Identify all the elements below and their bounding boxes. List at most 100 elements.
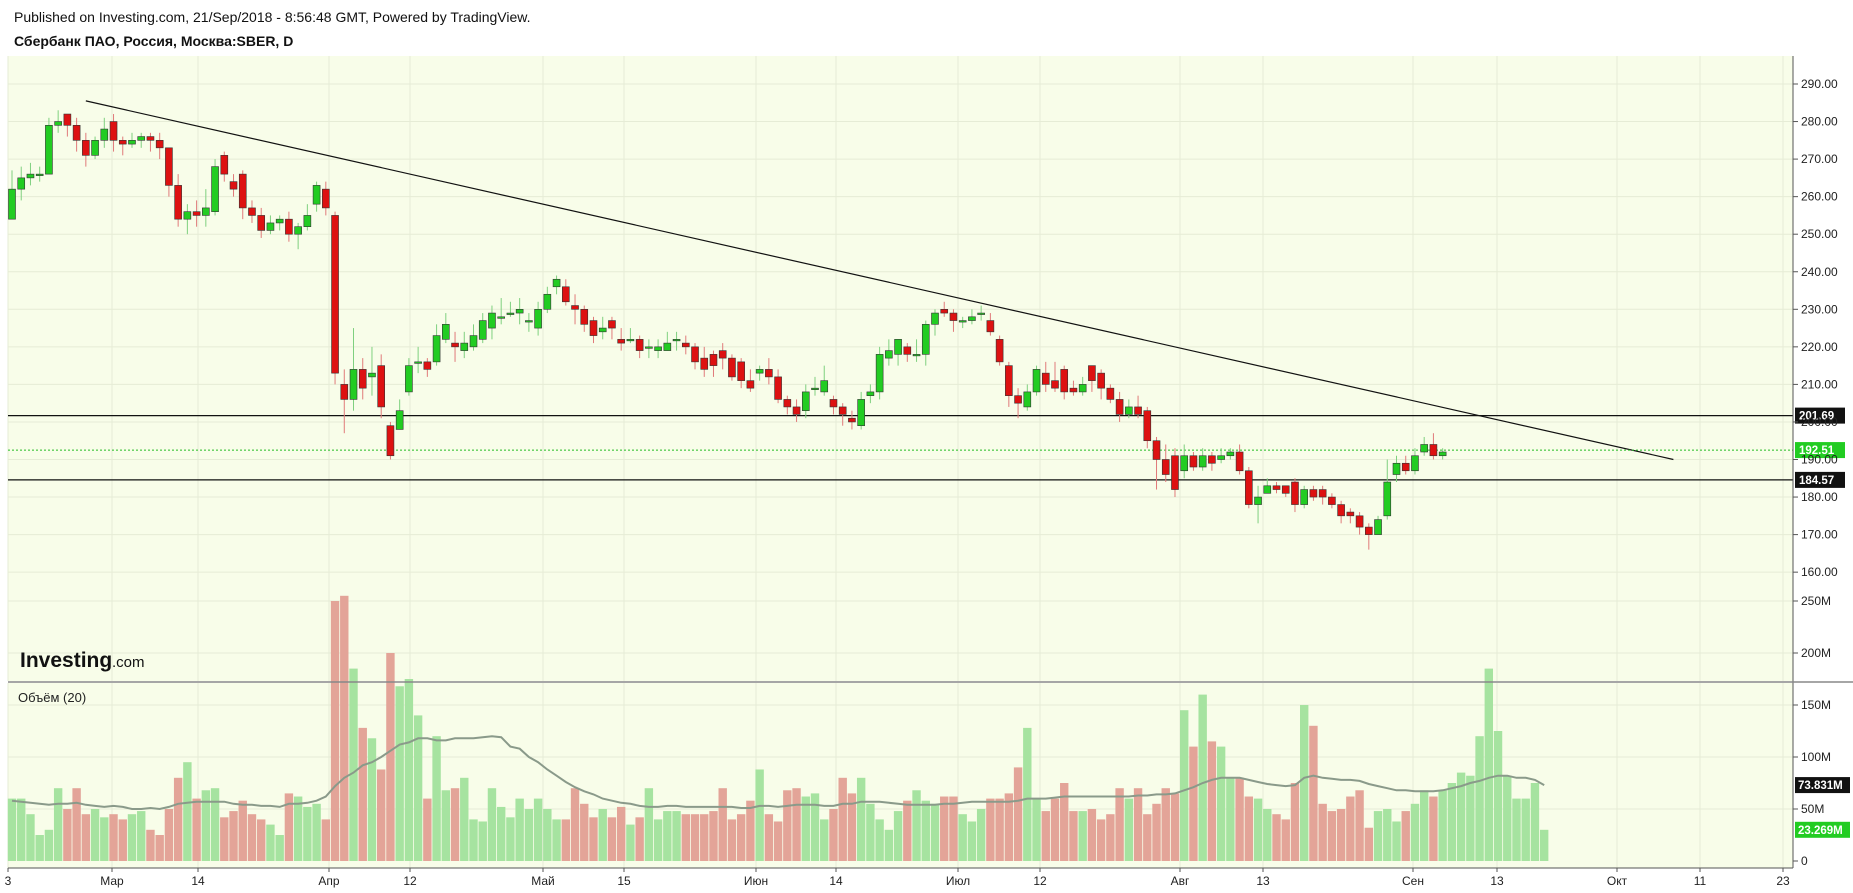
level-label: 184.57 [1799,475,1834,487]
volume-bar [1124,798,1134,861]
candle-body [17,177,26,190]
volume-indicator-title: Объём (20) [18,690,86,705]
candle-body [1069,387,1078,393]
volume-bar [1530,783,1540,861]
price-volume-chart[interactable]: 201.69 184.57 192.51 73.831M 23.269M 3 Мар 14… [0,56,1853,893]
candle-body [561,286,570,303]
volume-bar [1336,809,1346,861]
candle-body [1023,391,1032,408]
candle-body [1374,519,1382,535]
volume-bar [1493,731,1503,861]
candlestick-series [8,110,1447,550]
volume-bar [1189,746,1198,861]
x-tick-label: 11 [1694,874,1707,888]
candle-body [8,188,16,220]
candle-body [589,320,598,336]
volume-bar [340,595,349,861]
price-pane[interactable] [8,56,1793,681]
candle-body [257,215,266,231]
candle-body [220,155,229,175]
volume-bar [1253,798,1263,861]
candle-body [183,211,192,220]
volume-bar [1023,727,1032,861]
candle-body [63,113,72,126]
volume-bar [460,777,469,861]
candle-body [765,369,773,378]
volume-bar [146,829,155,861]
candle-body [386,425,395,457]
candle-body [1060,369,1069,393]
x-tick-label: Окт [1607,874,1628,888]
price-tick-label: 160.00 [1801,565,1838,579]
volume-bar [1115,788,1124,861]
candle-body [174,185,182,220]
volume-bar [469,819,478,861]
volume-bar [1539,829,1549,861]
volume-bar [1383,809,1392,861]
candle-body [202,207,210,216]
candle-body [358,369,367,389]
volume-bar [395,686,404,861]
volume-bar [413,715,423,861]
volume-bar [1355,790,1364,861]
candle-body [1041,372,1050,385]
volume-bar [1180,710,1189,861]
candle-body [478,320,487,340]
candle-body [1429,444,1438,457]
volume-bar [284,793,294,861]
candle-body [580,309,589,325]
candle-body [54,121,62,126]
volume-bar [1429,796,1438,861]
candle-body [322,188,330,209]
level-label-box [1795,471,1845,488]
volume-bar [976,809,986,861]
candle-body [100,128,109,141]
level-label: 201.69 [1799,411,1834,423]
volume-bar [72,788,81,861]
candle-body [1254,496,1262,505]
candle-body [894,339,902,355]
volume-bar [7,798,17,861]
candle-body [1318,489,1327,498]
candle-body [552,278,561,288]
symbol-title: Сбербанк ПАО, Россия, Москва:SBER, D [14,33,294,49]
volume-bar [478,821,487,861]
candle-body [792,406,801,415]
candle-body [1078,384,1087,393]
candle-body [571,305,579,310]
volume-bar [709,811,718,861]
candle-body [414,361,422,364]
volume-bar [1327,811,1337,861]
volume-bar [1512,798,1521,861]
candle-body [1032,369,1041,393]
volume-bar [986,798,995,861]
candle-body [26,173,35,179]
volume-bar [561,819,570,861]
volume-tick-label: 100M [1801,750,1831,764]
volume-bar [810,793,820,861]
investing-logo: Investing .com [20,649,145,672]
volume-bar [127,814,137,861]
x-tick-label: 12 [1033,874,1047,888]
candle-body [608,320,616,329]
price-tick-label: 270.00 [1801,152,1838,166]
candle-body [728,357,736,378]
candle-body [82,140,90,156]
candle-body [829,399,838,408]
candle-body [1014,395,1022,404]
x-tick-label: Июл [946,874,970,888]
candle-body [192,211,201,216]
candle-body [626,339,635,342]
x-tick-label: 23 [1776,874,1790,888]
volume-bar [1300,705,1309,861]
candle-body [72,125,81,141]
volume-bar [404,679,414,861]
candle-body [238,173,247,209]
candle-body [442,324,450,340]
candle-body [1005,365,1013,396]
volume-bar [1041,811,1050,861]
candle-body [958,320,967,323]
candle-body [1208,455,1216,464]
candle-body [1097,372,1105,389]
x-tick-label: 14 [829,874,843,888]
